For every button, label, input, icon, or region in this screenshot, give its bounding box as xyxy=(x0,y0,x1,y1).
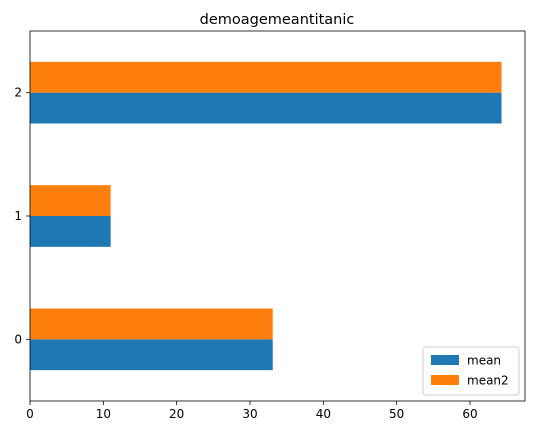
legend-label-mean2: mean2 xyxy=(467,374,509,388)
plot-area xyxy=(30,61,502,371)
legend-label-mean: mean xyxy=(467,354,501,368)
x-tick-label: 40 xyxy=(316,407,331,421)
x-tick-label: 50 xyxy=(389,407,404,421)
bar-mean2-2 xyxy=(30,61,502,93)
y-tick-label: 1 xyxy=(14,209,22,223)
x-tick-label: 60 xyxy=(462,407,477,421)
axes: 0 10 20 30 40 50 60 0 1 2 xyxy=(14,30,526,421)
y-tick-label: 2 xyxy=(14,86,22,100)
bar-mean-2 xyxy=(30,92,502,124)
legend: mean mean2 xyxy=(422,346,520,396)
x-tick-label: 10 xyxy=(96,407,111,421)
bar-mean-0 xyxy=(30,339,273,371)
x-tick-label: 30 xyxy=(242,407,257,421)
legend-swatch-mean2 xyxy=(431,375,459,385)
bar-mean-1 xyxy=(30,216,111,247)
x-tick-label: 0 xyxy=(26,407,34,421)
bar-mean2-0 xyxy=(30,308,273,340)
bar-mean2-1 xyxy=(30,185,111,216)
legend-swatch-mean xyxy=(431,355,459,365)
chart-title: demoagemeantitanic xyxy=(200,12,355,28)
y-tick-label: 0 xyxy=(14,332,22,346)
x-tick-label: 20 xyxy=(169,407,184,421)
